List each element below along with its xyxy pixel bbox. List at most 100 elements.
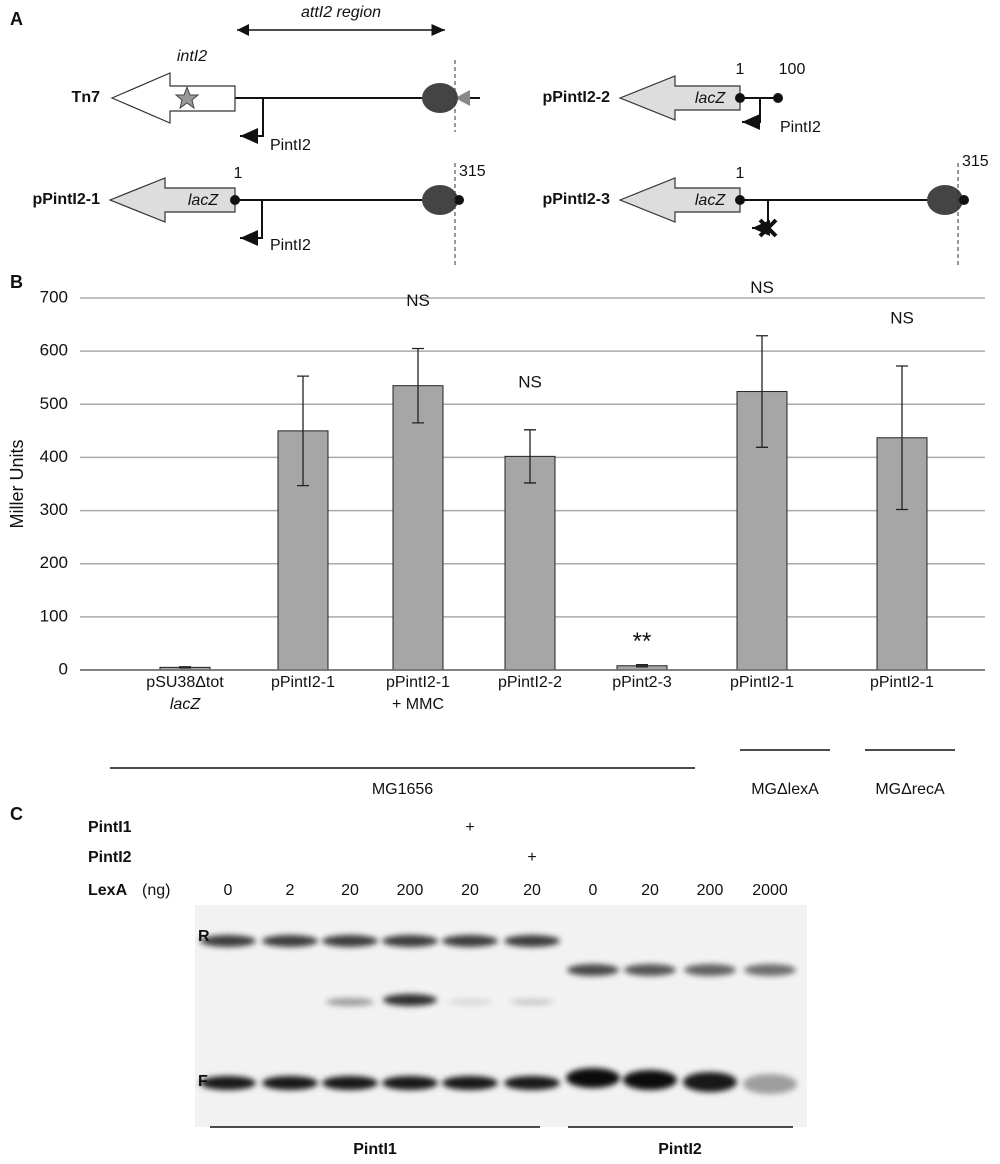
construct-name: pPintI2-2 <box>542 89 610 106</box>
error-bar <box>636 664 648 668</box>
x-tick-label: pPintI2-1 <box>386 674 450 691</box>
group-label: PintI1 <box>353 1141 397 1158</box>
lane-amount: 200 <box>397 882 424 899</box>
gel-band <box>510 999 554 1005</box>
promoter-name: PintI2 <box>270 137 311 154</box>
x-tick-label: pPintI2-2 <box>498 674 562 691</box>
group-label: MGΔrecA <box>875 781 945 798</box>
gel-band <box>200 935 256 947</box>
unit: (ng) <box>142 882 170 899</box>
x-tick-label: pPint2-3 <box>612 674 672 691</box>
lane-amount: 2 <box>286 882 295 899</box>
lane-amount: 0 <box>224 882 233 899</box>
row-label: PintI2 <box>88 849 132 866</box>
gel-band <box>322 935 378 947</box>
panel-label: B <box>10 272 23 292</box>
construct-name: Tn7 <box>72 89 101 106</box>
gene-name: intI2 <box>177 48 207 65</box>
triangle <box>455 90 470 106</box>
gel-band <box>504 1076 560 1090</box>
panel-label: A <box>10 9 23 29</box>
y-tick-label: 700 <box>40 287 68 306</box>
construct-name: pPintI2-1 <box>32 191 100 208</box>
dot <box>959 195 969 205</box>
gel-band <box>382 1076 438 1090</box>
gene-arrow <box>110 72 236 124</box>
position: 315 <box>459 163 486 180</box>
error-bar <box>896 365 908 511</box>
gel-band <box>326 998 374 1006</box>
lane-amount: 20 <box>641 882 659 899</box>
annotation: NS <box>890 309 914 328</box>
row-label: LexA <box>88 882 128 899</box>
error-bar <box>524 429 536 484</box>
site <box>927 185 963 215</box>
promoter-arrow <box>240 200 263 246</box>
y-tick-label: 600 <box>40 341 68 360</box>
dot <box>230 195 240 205</box>
lane-amount: 20 <box>341 882 359 899</box>
bar <box>504 455 556 671</box>
dot <box>735 93 745 103</box>
group-label: MG1656 <box>372 781 433 798</box>
y-tick-label: 500 <box>40 394 68 413</box>
region-label: attI2 region <box>301 4 381 21</box>
position: 315 <box>962 153 989 170</box>
x-tick-label: pPintI2-1 <box>870 674 934 691</box>
y-tick-label: 0 <box>59 659 68 678</box>
gel-band <box>504 935 560 947</box>
lane-amount: 20 <box>523 882 541 899</box>
x-tick-label: lacZ <box>170 696 201 713</box>
x-tick-label: + MMC <box>392 696 444 713</box>
site <box>422 185 458 215</box>
gel-band <box>623 1070 677 1090</box>
lane-amount: 2000 <box>752 882 788 899</box>
promoter-arrow <box>742 98 761 130</box>
dot <box>454 195 464 205</box>
lane-mark: + <box>465 819 474 836</box>
gel-band <box>262 935 318 947</box>
construct-name: pPintI2-3 <box>542 191 610 208</box>
error-bar <box>179 666 191 669</box>
lane-amount: 200 <box>697 882 724 899</box>
gene-name: lacZ <box>188 192 219 209</box>
lane-amount: 20 <box>461 882 479 899</box>
cross <box>758 218 778 238</box>
lane-amount: 0 <box>589 882 598 899</box>
position: 100 <box>779 61 806 78</box>
y-tick-label: 200 <box>40 553 68 572</box>
gel-band <box>442 1076 498 1090</box>
gel-band <box>743 1074 797 1094</box>
dot <box>735 195 745 205</box>
band-label: R <box>198 928 210 945</box>
error-bar <box>297 375 309 487</box>
star <box>174 85 200 110</box>
position: 1 <box>736 165 745 182</box>
error-bar <box>756 335 768 448</box>
position: 1 <box>234 165 243 182</box>
promoter-name: PintI2 <box>270 237 311 254</box>
x-tick-label: pPintI2-1 <box>730 674 794 691</box>
y-axis-label: Miller Units <box>7 439 27 528</box>
x-tick-label: pSU38Δtot <box>146 674 224 691</box>
gel-band <box>382 935 438 947</box>
site <box>422 83 458 113</box>
band-label: F <box>198 1073 208 1090</box>
promoter-arrow <box>240 98 264 144</box>
gel-band <box>448 999 492 1005</box>
gel-band <box>262 1076 318 1090</box>
gel-band <box>684 964 736 976</box>
annotation: ** <box>633 628 652 655</box>
gel-band <box>200 1076 256 1090</box>
x-tick-label: pPintI2-1 <box>271 674 335 691</box>
gel-band <box>624 964 676 976</box>
gene-name: lacZ <box>695 192 726 209</box>
y-tick-label: 300 <box>40 500 68 519</box>
annotation: NS <box>406 291 430 310</box>
group-label: MGΔlexA <box>751 781 819 798</box>
annotation: NS <box>518 372 542 391</box>
error-bar <box>412 347 424 424</box>
y-tick-label: 100 <box>40 606 68 625</box>
annotation: NS <box>750 278 774 297</box>
row-label: PintI1 <box>88 819 132 836</box>
